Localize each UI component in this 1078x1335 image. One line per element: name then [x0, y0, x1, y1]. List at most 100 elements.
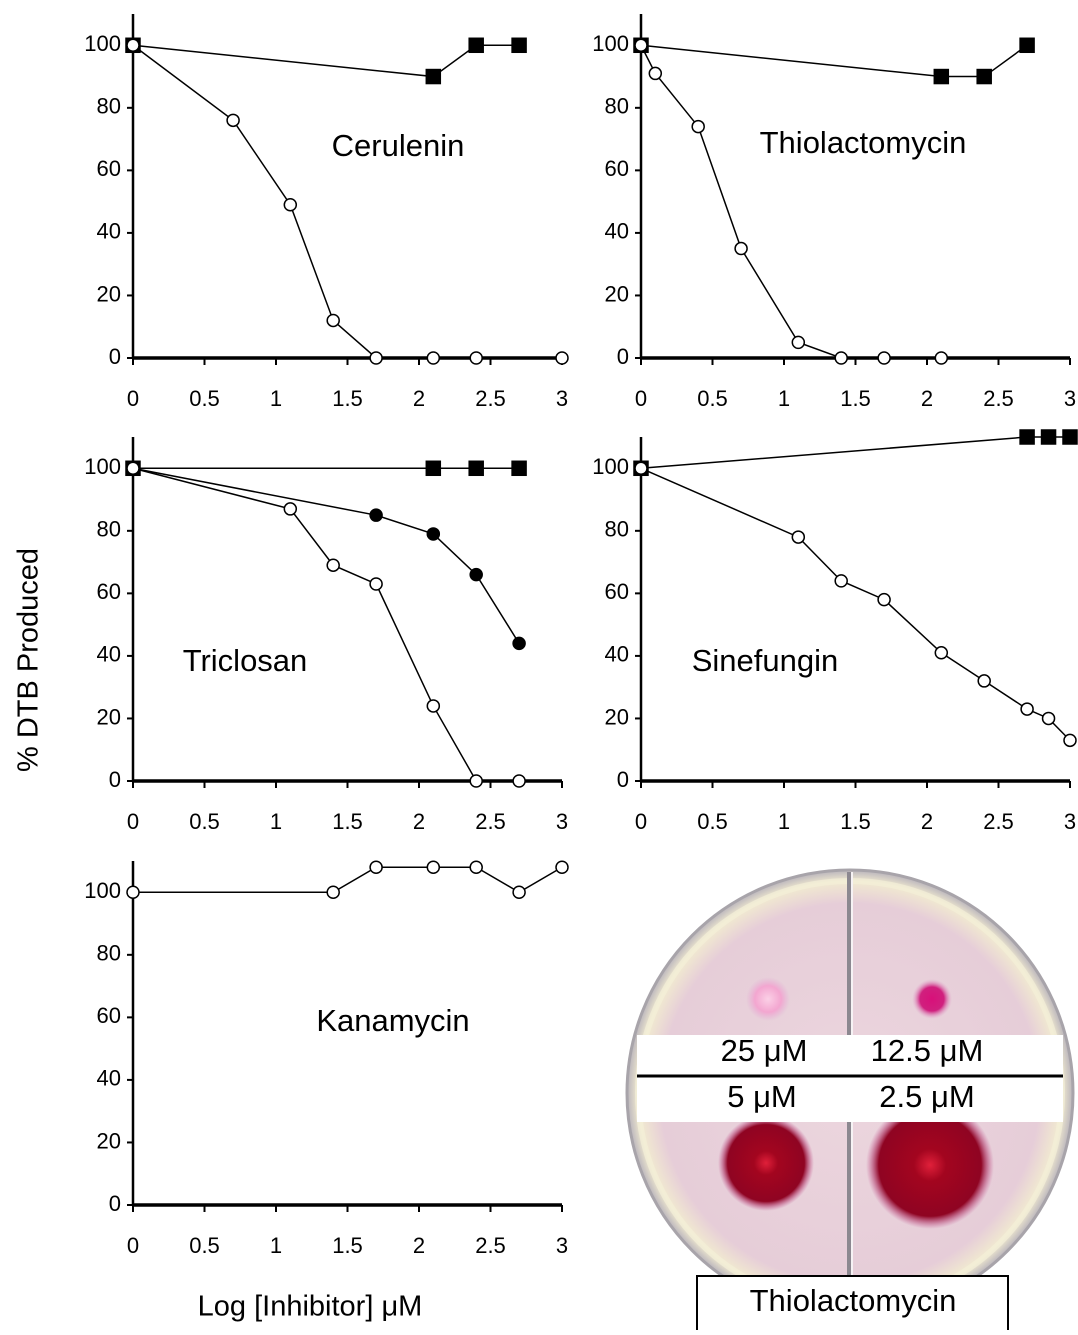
x-tick-label: 1 [778, 386, 790, 411]
chart-annotation: Thiolactomycin [760, 125, 967, 160]
marker [226, 113, 240, 128]
x-tick-label: 0 [127, 1233, 139, 1258]
marker [1063, 733, 1077, 748]
y-tick-label: 60 [605, 579, 629, 604]
marker [877, 592, 891, 607]
y-tick-label: 100 [84, 454, 121, 479]
y-tick-label: 0 [617, 344, 629, 369]
marker [1019, 429, 1035, 445]
marker [512, 885, 526, 900]
marker [512, 774, 526, 788]
marker [126, 38, 140, 53]
x-tick-label: 3 [556, 386, 568, 411]
marker [468, 460, 484, 477]
y-tick-label: 0 [109, 767, 121, 792]
y-tick-label: 40 [605, 219, 629, 244]
marker [426, 860, 441, 875]
x-tick-label: 1 [778, 809, 790, 834]
chart-annotation: Kanamycin [316, 1003, 469, 1038]
marker [425, 460, 442, 477]
chart-annotation: Cerulenin [332, 128, 465, 163]
photo-label: 2.5 μM [879, 1079, 974, 1114]
marker [734, 241, 748, 256]
y-tick-label: 80 [605, 517, 629, 542]
series-line [640, 44, 942, 359]
marker [691, 119, 705, 134]
marker [369, 351, 383, 365]
marker [1041, 711, 1056, 726]
x-tick-label: 2.5 [983, 809, 1014, 834]
marker [511, 460, 527, 477]
y-tick-label: 20 [605, 281, 629, 306]
marker [426, 527, 441, 541]
chart-annotation: Sinefungin [692, 643, 839, 678]
series-line [640, 467, 1071, 741]
y-tick-label: 60 [97, 156, 121, 181]
photo-caption: Thiolactomycin [750, 1283, 957, 1318]
y-tick-label: 40 [97, 1066, 121, 1091]
marker [1019, 37, 1035, 54]
marker [634, 461, 648, 476]
marker [369, 860, 383, 875]
x-tick-label: 2.5 [475, 386, 506, 411]
marker [469, 351, 483, 365]
series-line [132, 467, 520, 782]
marker [634, 38, 648, 53]
marker [934, 351, 949, 365]
x-tick-label: 1.5 [332, 809, 363, 834]
x-tick-label: 0 [635, 809, 647, 834]
chart-annotation: Triclosan [183, 643, 308, 678]
x-tick-label: 2 [413, 1233, 425, 1258]
x-tick-label: 0.5 [189, 1233, 220, 1258]
marker [126, 885, 140, 900]
y-tick-label: 0 [109, 1191, 121, 1216]
x-tick-label: 0 [127, 386, 139, 411]
y-tick-label: 60 [605, 156, 629, 181]
marker [426, 351, 441, 365]
marker [468, 37, 484, 54]
y-tick-label: 40 [97, 642, 121, 667]
marker [834, 574, 848, 588]
marker [555, 351, 569, 365]
series-line [640, 44, 1028, 78]
x-tick-label: 1.5 [840, 386, 871, 411]
marker [426, 699, 441, 713]
x-tick-label: 0.5 [189, 386, 220, 411]
marker [512, 636, 526, 651]
x-tick-label: 1.5 [332, 386, 363, 411]
marker [1062, 429, 1078, 445]
y-tick-label: 100 [592, 454, 629, 479]
y-tick-label: 40 [97, 219, 121, 244]
x-tick-label: 0.5 [189, 809, 220, 834]
x-axis-label: Log [Inhibitor] μM [198, 1291, 423, 1323]
x-tick-label: 3 [556, 809, 568, 834]
marker [425, 68, 442, 85]
marker [648, 66, 663, 81]
y-tick-label: 20 [605, 704, 629, 729]
x-tick-label: 1 [270, 386, 282, 411]
x-tick-label: 0.5 [697, 386, 728, 411]
marker [1040, 429, 1057, 445]
y-tick-label: 60 [97, 579, 121, 604]
x-tick-label: 2 [921, 386, 933, 411]
y-tick-label: 100 [84, 31, 121, 56]
series-line [133, 866, 563, 894]
x-tick-label: 0.5 [697, 809, 728, 834]
photo-label: 12.5 μM [871, 1033, 984, 1068]
series-line [132, 44, 562, 359]
marker [326, 558, 340, 572]
marker [369, 577, 383, 591]
marker [326, 885, 340, 900]
marker [369, 508, 383, 522]
y-tick-label: 40 [605, 642, 629, 667]
x-tick-label: 2.5 [983, 386, 1014, 411]
marker [469, 774, 483, 788]
marker [283, 198, 298, 212]
marker [791, 530, 806, 544]
marker [126, 461, 140, 476]
y-tick-label: 20 [97, 281, 121, 306]
photo-label: 5 μM [727, 1079, 797, 1114]
x-tick-label: 2.5 [475, 1233, 506, 1258]
y-tick-label: 80 [97, 517, 121, 542]
